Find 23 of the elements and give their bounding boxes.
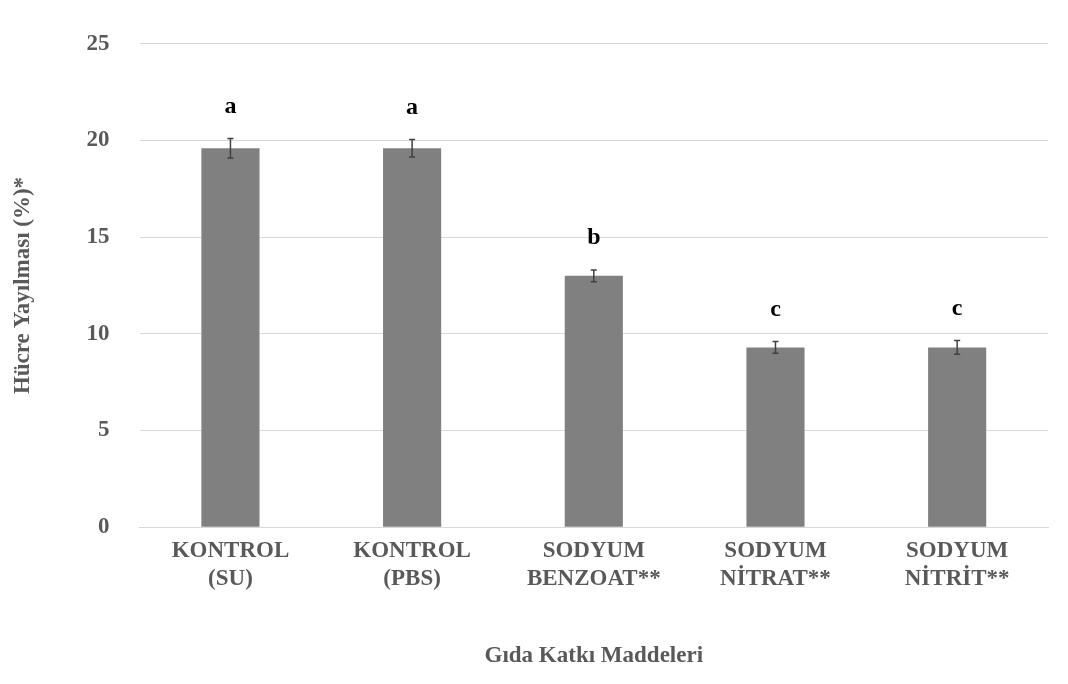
bar: [928, 347, 987, 527]
x-tick-label: KONTROL (SU): [171, 536, 290, 590]
y-axis-title: Hücre Yayılması (%)*: [8, 176, 34, 395]
annotation: c: [770, 294, 782, 321]
bar: [564, 275, 623, 527]
bar: [383, 148, 442, 527]
y-tick-label: 10: [86, 319, 110, 345]
annotation: a: [224, 91, 237, 118]
y-tick-label: 20: [86, 126, 110, 152]
y-tick-label: 0: [98, 513, 110, 539]
x-tick-label: KONTROL (PBS): [353, 536, 471, 590]
bar: [201, 148, 260, 527]
annotation: b: [587, 223, 601, 250]
bar: [746, 347, 805, 527]
x-tick-label: SODYUM NİTRAT**: [720, 536, 831, 590]
y-tick-label: 25: [86, 29, 110, 55]
x-axis-title: Gıda Katkı Maddeleri: [484, 642, 704, 668]
y-tick-label: 5: [98, 416, 110, 442]
annotation: c: [951, 293, 963, 320]
annotation: a: [406, 92, 419, 119]
x-tick-label: SODYUM NİTRİT**: [904, 536, 1010, 590]
y-tick-label: 15: [86, 223, 110, 249]
x-tick-label: SODYUM BENZOAT**: [526, 536, 661, 590]
